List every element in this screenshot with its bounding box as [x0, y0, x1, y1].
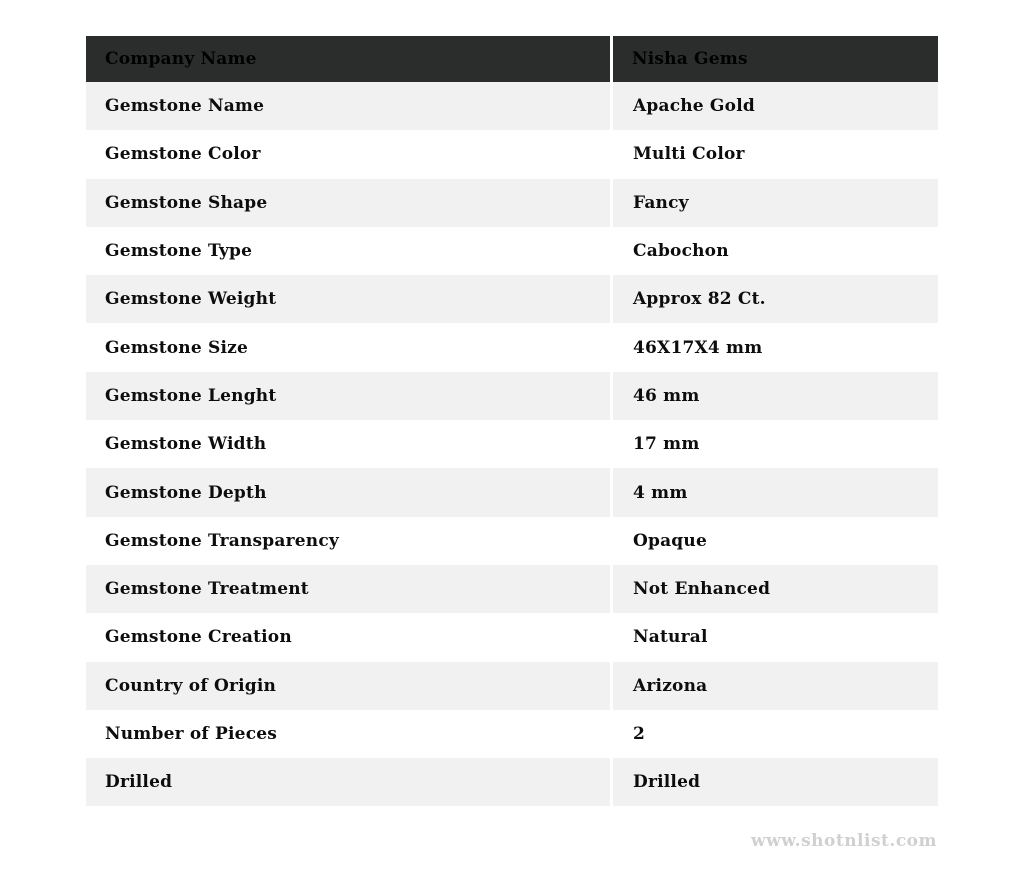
row-label: Gemstone Name: [86, 82, 613, 131]
row-value: 17 mm: [613, 420, 938, 469]
table-row: Gemstone Lenght 46 mm: [86, 371, 938, 421]
row-value: 4 mm: [613, 468, 938, 517]
table-row: Gemstone Width 17 mm: [86, 420, 938, 469]
table-row: Gemstone Transparency Opaque: [86, 516, 938, 565]
row-value: 2: [613, 709, 938, 759]
row-label: Gemstone Depth: [86, 468, 613, 517]
row-label: Number of Pieces: [86, 709, 613, 759]
table-row: Number of Pieces 2: [86, 709, 938, 759]
row-value: Approx 82 Ct.: [613, 275, 938, 324]
row-label: Gemstone Creation: [86, 613, 613, 662]
row-value: Cabochon: [613, 226, 938, 276]
row-value: 46 mm: [613, 371, 938, 421]
table-row: Gemstone Type Cabochon: [86, 226, 938, 276]
row-value: Natural: [613, 613, 938, 662]
table-row: Gemstone Name Apache Gold: [86, 82, 938, 131]
table-row: Gemstone Shape Fancy: [86, 178, 938, 227]
table-row: Gemstone Color Multi Color: [86, 130, 938, 179]
table-row: Gemstone Size 46X17X4 mm: [86, 323, 938, 372]
row-label: Gemstone Color: [86, 130, 613, 179]
row-label: Gemstone Transparency: [86, 516, 613, 565]
watermark-text: www.shotnlist.com: [750, 831, 937, 851]
gemstone-spec-table-container: Company Name Nisha Gems Gemstone Name Ap…: [86, 36, 938, 807]
table-header-row: Company Name Nisha Gems: [86, 36, 938, 82]
row-label: Gemstone Treatment: [86, 564, 613, 614]
row-label: Gemstone Width: [86, 420, 613, 469]
header-company-name-label: Company Name: [86, 36, 613, 82]
row-label: Drilled: [86, 758, 613, 807]
table-row: Gemstone Creation Natural: [86, 613, 938, 662]
row-label: Gemstone Size: [86, 323, 613, 372]
table-row: Gemstone Treatment Not Enhanced: [86, 564, 938, 614]
table-row: Gemstone Depth 4 mm: [86, 468, 938, 517]
row-value: Drilled: [613, 758, 938, 807]
row-value: Multi Color: [613, 130, 938, 179]
table-row: Drilled Drilled: [86, 758, 938, 807]
row-value: Apache Gold: [613, 82, 938, 131]
row-value: Not Enhanced: [613, 564, 938, 614]
row-label: Gemstone Shape: [86, 178, 613, 227]
row-value: Opaque: [613, 516, 938, 565]
row-value: Fancy: [613, 178, 938, 227]
row-label: Country of Origin: [86, 661, 613, 710]
row-label: Gemstone Type: [86, 226, 613, 276]
table-row: Gemstone Weight Approx 82 Ct.: [86, 275, 938, 324]
header-company-name-value: Nisha Gems: [613, 36, 938, 82]
gemstone-spec-table: Company Name Nisha Gems Gemstone Name Ap…: [86, 36, 938, 807]
row-label: Gemstone Lenght: [86, 371, 613, 421]
row-label: Gemstone Weight: [86, 275, 613, 324]
table-row: Country of Origin Arizona: [86, 661, 938, 710]
row-value: 46X17X4 mm: [613, 323, 938, 372]
row-value: Arizona: [613, 661, 938, 710]
